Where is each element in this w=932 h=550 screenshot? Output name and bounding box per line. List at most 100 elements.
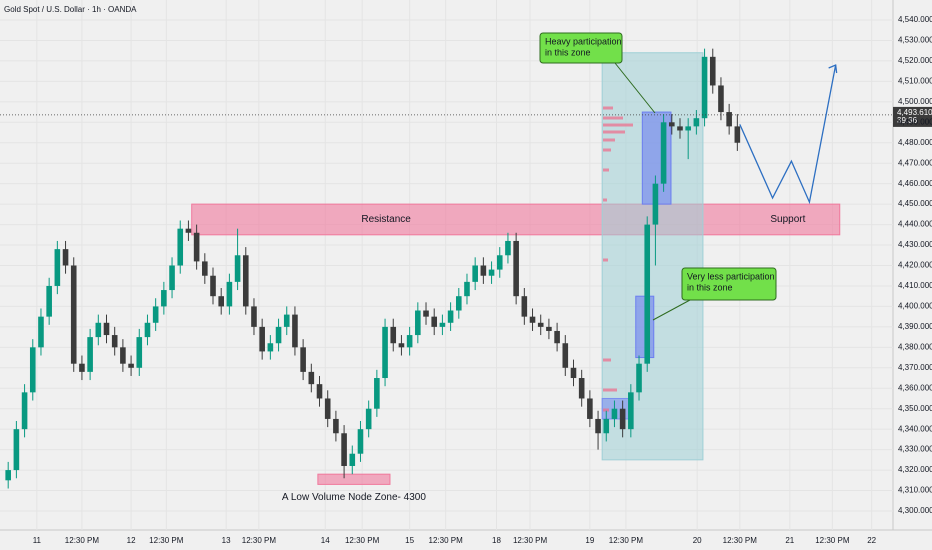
x-tick-label: 11 [33, 536, 42, 545]
candle-body [423, 310, 429, 317]
candle-body [136, 337, 143, 368]
candle-body [292, 314, 298, 348]
y-tick-label: 4,410.000 [898, 281, 932, 290]
candle-body [521, 296, 528, 317]
y-tick-label: 4,490.000 [898, 117, 932, 126]
candle-body [398, 343, 405, 348]
candle-body [267, 343, 274, 352]
zone [191, 203, 841, 236]
volume-profile-decoration [603, 106, 633, 412]
candle-body [300, 347, 306, 372]
candle-body [177, 228, 184, 266]
x-tick-label: 13 [222, 536, 231, 545]
y-tick-label: 4,480.000 [898, 138, 932, 147]
x-tick-label: 12:30 PM [149, 536, 184, 545]
candle-body [283, 314, 290, 327]
x-tick-label: 22 [867, 536, 876, 545]
candle-body [718, 85, 724, 113]
candle-body [161, 290, 167, 307]
candle-body [5, 470, 11, 481]
candle-body [259, 326, 265, 352]
zone [317, 473, 391, 485]
callout-box [539, 32, 623, 64]
candle-body [529, 316, 536, 323]
y-tick-label: 4,300.000 [898, 506, 932, 515]
chart-title: Gold Spot / U.S. Dollar · 1h · OANDA [4, 5, 137, 14]
y-tick-label: 4,360.000 [898, 383, 932, 392]
x-tick-label: 12 [127, 536, 136, 545]
x-tick-label: 14 [321, 536, 330, 545]
candle-body [652, 183, 659, 225]
candle-body [546, 326, 552, 331]
y-tick-label: 4,420.000 [898, 261, 932, 270]
last-price-box [893, 106, 932, 127]
candle-body [357, 429, 364, 454]
callout-box [681, 267, 777, 301]
candle-body [333, 418, 339, 434]
candle-body [316, 384, 323, 399]
candle-body [226, 281, 233, 307]
candle-body [152, 306, 159, 323]
zone-label: Support [770, 214, 805, 225]
y-tick-label: 4,320.000 [898, 465, 932, 474]
candle-body [505, 240, 511, 256]
last-price-label: 4,493.610 [897, 108, 932, 117]
x-tick-label: 12:30 PM [815, 536, 850, 545]
callout-text: Heavy participation [545, 36, 622, 46]
candles [5, 48, 741, 489]
candle-body [734, 126, 741, 143]
y-tick-label: 4,470.000 [898, 158, 932, 167]
zone-label: A Low Volume Node Zone- 4300 [282, 492, 426, 503]
candle-body [185, 228, 192, 233]
candle-body [611, 408, 618, 419]
y-tick-label: 4,540.000 [898, 15, 932, 24]
candle-body [668, 122, 675, 127]
callout-text: in this zone [687, 282, 733, 292]
candle-body [218, 296, 225, 307]
callout-text: Very less participation [687, 271, 775, 281]
candle-body [275, 326, 282, 344]
candle-body [21, 392, 28, 430]
y-tick-label: 4,350.000 [898, 404, 932, 413]
y-tick-label: 4,510.000 [898, 76, 932, 85]
candle-body [382, 326, 388, 379]
candle-body [54, 249, 61, 286]
candle-body [619, 408, 626, 430]
candle-body [341, 433, 347, 466]
y-tick-label: 4,370.000 [898, 363, 932, 372]
candle-body [111, 335, 118, 348]
candle-body [144, 322, 151, 338]
candle-body [537, 322, 544, 327]
candle-body [13, 429, 20, 471]
y-tick-label: 4,460.000 [898, 179, 932, 188]
y-tick-label: 4,330.000 [898, 445, 932, 454]
candle-body [472, 265, 478, 282]
y-tick-label: 4,380.000 [898, 342, 932, 351]
candle-body [595, 418, 601, 434]
candle-body [120, 347, 126, 364]
candle-body [603, 418, 610, 434]
callout-pointer [652, 299, 691, 321]
candle-body [644, 224, 651, 364]
candle-body [29, 347, 36, 393]
y-tick-label: 4,440.000 [898, 220, 932, 229]
candle-body [464, 281, 470, 297]
countdown: 39:36 [897, 116, 918, 125]
candle-body [169, 265, 175, 291]
candle-body [406, 335, 413, 348]
candle-body [324, 398, 331, 419]
overlay: Resistance Support A Low Volume Node Zone-… [0, 32, 932, 503]
candle-body [431, 316, 438, 327]
candle-body [570, 367, 577, 379]
candle-body [685, 126, 691, 131]
candle-body [242, 255, 249, 307]
y-tick-label: 4,390.000 [898, 322, 932, 331]
x-tick-label: 12:30 PM [513, 536, 548, 545]
candle-body [210, 275, 216, 297]
candle-body [562, 343, 569, 368]
x-tick-label: 12:30 PM [345, 536, 380, 545]
candle-body [439, 322, 446, 327]
